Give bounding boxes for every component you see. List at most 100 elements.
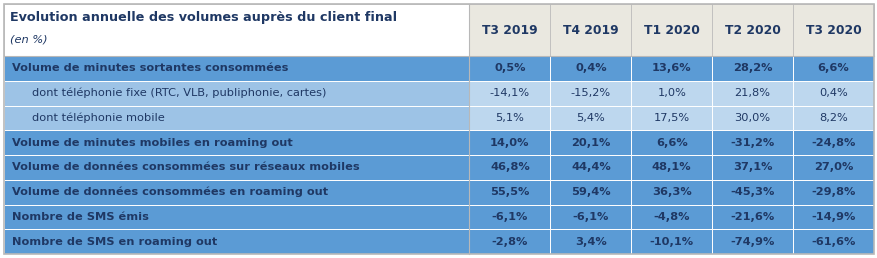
- Bar: [631, 130, 711, 155]
- Text: 20,1%: 20,1%: [570, 138, 610, 148]
- Bar: [792, 180, 873, 205]
- Bar: [711, 4, 792, 56]
- Text: 6,6%: 6,6%: [655, 138, 687, 148]
- Text: 59,4%: 59,4%: [570, 187, 610, 197]
- Text: Evolution annuelle des volumes auprès du client final: Evolution annuelle des volumes auprès du…: [10, 11, 396, 23]
- Text: 13,6%: 13,6%: [651, 63, 691, 73]
- Bar: [792, 106, 873, 130]
- Bar: [631, 205, 711, 229]
- Text: -10,1%: -10,1%: [649, 237, 693, 247]
- Bar: [711, 130, 792, 155]
- Text: 28,2%: 28,2%: [732, 63, 772, 73]
- Text: -74,9%: -74,9%: [730, 237, 774, 247]
- Text: -45,3%: -45,3%: [730, 187, 774, 197]
- Bar: [631, 229, 711, 254]
- Bar: [469, 106, 550, 130]
- Text: -61,6%: -61,6%: [810, 237, 855, 247]
- Bar: [469, 229, 550, 254]
- Text: 0,4%: 0,4%: [574, 63, 606, 73]
- Bar: [469, 130, 550, 155]
- Bar: [631, 56, 711, 81]
- Bar: [4, 106, 469, 130]
- Bar: [469, 56, 550, 81]
- Text: 14,0%: 14,0%: [489, 138, 529, 148]
- Text: -14,9%: -14,9%: [810, 212, 855, 222]
- Text: 6,6%: 6,6%: [816, 63, 848, 73]
- Bar: [550, 229, 631, 254]
- Text: dont téléphonie mobile: dont téléphonie mobile: [32, 113, 165, 123]
- Bar: [4, 229, 469, 254]
- Text: 55,5%: 55,5%: [489, 187, 529, 197]
- Bar: [4, 205, 469, 229]
- Bar: [4, 56, 469, 81]
- Text: 30,0%: 30,0%: [734, 113, 770, 123]
- Text: -15,2%: -15,2%: [570, 88, 610, 98]
- Bar: [792, 4, 873, 56]
- Text: 37,1%: 37,1%: [732, 162, 772, 172]
- Bar: [469, 180, 550, 205]
- Text: -4,8%: -4,8%: [652, 212, 689, 222]
- Bar: [711, 81, 792, 106]
- Text: 8,2%: 8,2%: [818, 113, 847, 123]
- Bar: [550, 180, 631, 205]
- Text: -29,8%: -29,8%: [810, 187, 855, 197]
- Text: 17,5%: 17,5%: [652, 113, 689, 123]
- Bar: [4, 81, 469, 106]
- Text: -14,1%: -14,1%: [489, 88, 530, 98]
- Text: -21,6%: -21,6%: [730, 212, 774, 222]
- Text: T3 2020: T3 2020: [805, 23, 860, 36]
- Bar: [631, 155, 711, 180]
- Bar: [792, 155, 873, 180]
- Text: 21,8%: 21,8%: [734, 88, 770, 98]
- Text: T1 2020: T1 2020: [643, 23, 699, 36]
- Bar: [792, 205, 873, 229]
- Text: Volume de données consommées sur réseaux mobiles: Volume de données consommées sur réseaux…: [12, 162, 360, 172]
- Text: T4 2019: T4 2019: [562, 23, 618, 36]
- Bar: [550, 205, 631, 229]
- Bar: [792, 56, 873, 81]
- Bar: [792, 130, 873, 155]
- Text: Volume de minutes sortantes consommées: Volume de minutes sortantes consommées: [12, 63, 288, 73]
- Text: Nombre de SMS en roaming out: Nombre de SMS en roaming out: [12, 237, 217, 247]
- Text: T2 2020: T2 2020: [724, 23, 780, 36]
- Bar: [631, 106, 711, 130]
- Text: -6,1%: -6,1%: [491, 212, 527, 222]
- Text: Nombre de SMS émis: Nombre de SMS émis: [12, 212, 149, 222]
- Text: 27,0%: 27,0%: [813, 162, 852, 172]
- Bar: [469, 81, 550, 106]
- Text: 5,1%: 5,1%: [495, 113, 524, 123]
- Bar: [711, 205, 792, 229]
- Bar: [711, 180, 792, 205]
- Bar: [631, 81, 711, 106]
- Bar: [711, 106, 792, 130]
- Bar: [4, 155, 469, 180]
- Text: Volume de minutes mobiles en roaming out: Volume de minutes mobiles en roaming out: [12, 138, 292, 148]
- Bar: [4, 180, 469, 205]
- Text: (en %): (en %): [10, 35, 47, 45]
- Bar: [469, 205, 550, 229]
- Text: 0,5%: 0,5%: [494, 63, 525, 73]
- Text: dont téléphonie fixe (RTC, VLB, publiphonie, cartes): dont téléphonie fixe (RTC, VLB, publipho…: [32, 88, 326, 98]
- Bar: [550, 56, 631, 81]
- Text: -2,8%: -2,8%: [491, 237, 527, 247]
- Bar: [4, 130, 469, 155]
- Bar: [550, 155, 631, 180]
- Text: 1,0%: 1,0%: [657, 88, 686, 98]
- Bar: [550, 81, 631, 106]
- Text: 3,4%: 3,4%: [574, 237, 606, 247]
- Bar: [711, 56, 792, 81]
- Text: -31,2%: -31,2%: [730, 138, 774, 148]
- Bar: [711, 229, 792, 254]
- Bar: [469, 4, 550, 56]
- Text: 46,8%: 46,8%: [489, 162, 529, 172]
- Text: 36,3%: 36,3%: [651, 187, 691, 197]
- Text: -24,8%: -24,8%: [810, 138, 855, 148]
- Bar: [711, 155, 792, 180]
- Bar: [792, 81, 873, 106]
- Bar: [631, 180, 711, 205]
- Text: 0,4%: 0,4%: [818, 88, 847, 98]
- Bar: [550, 4, 631, 56]
- Bar: [631, 4, 711, 56]
- Bar: [4, 4, 469, 56]
- Text: T3 2019: T3 2019: [481, 23, 537, 36]
